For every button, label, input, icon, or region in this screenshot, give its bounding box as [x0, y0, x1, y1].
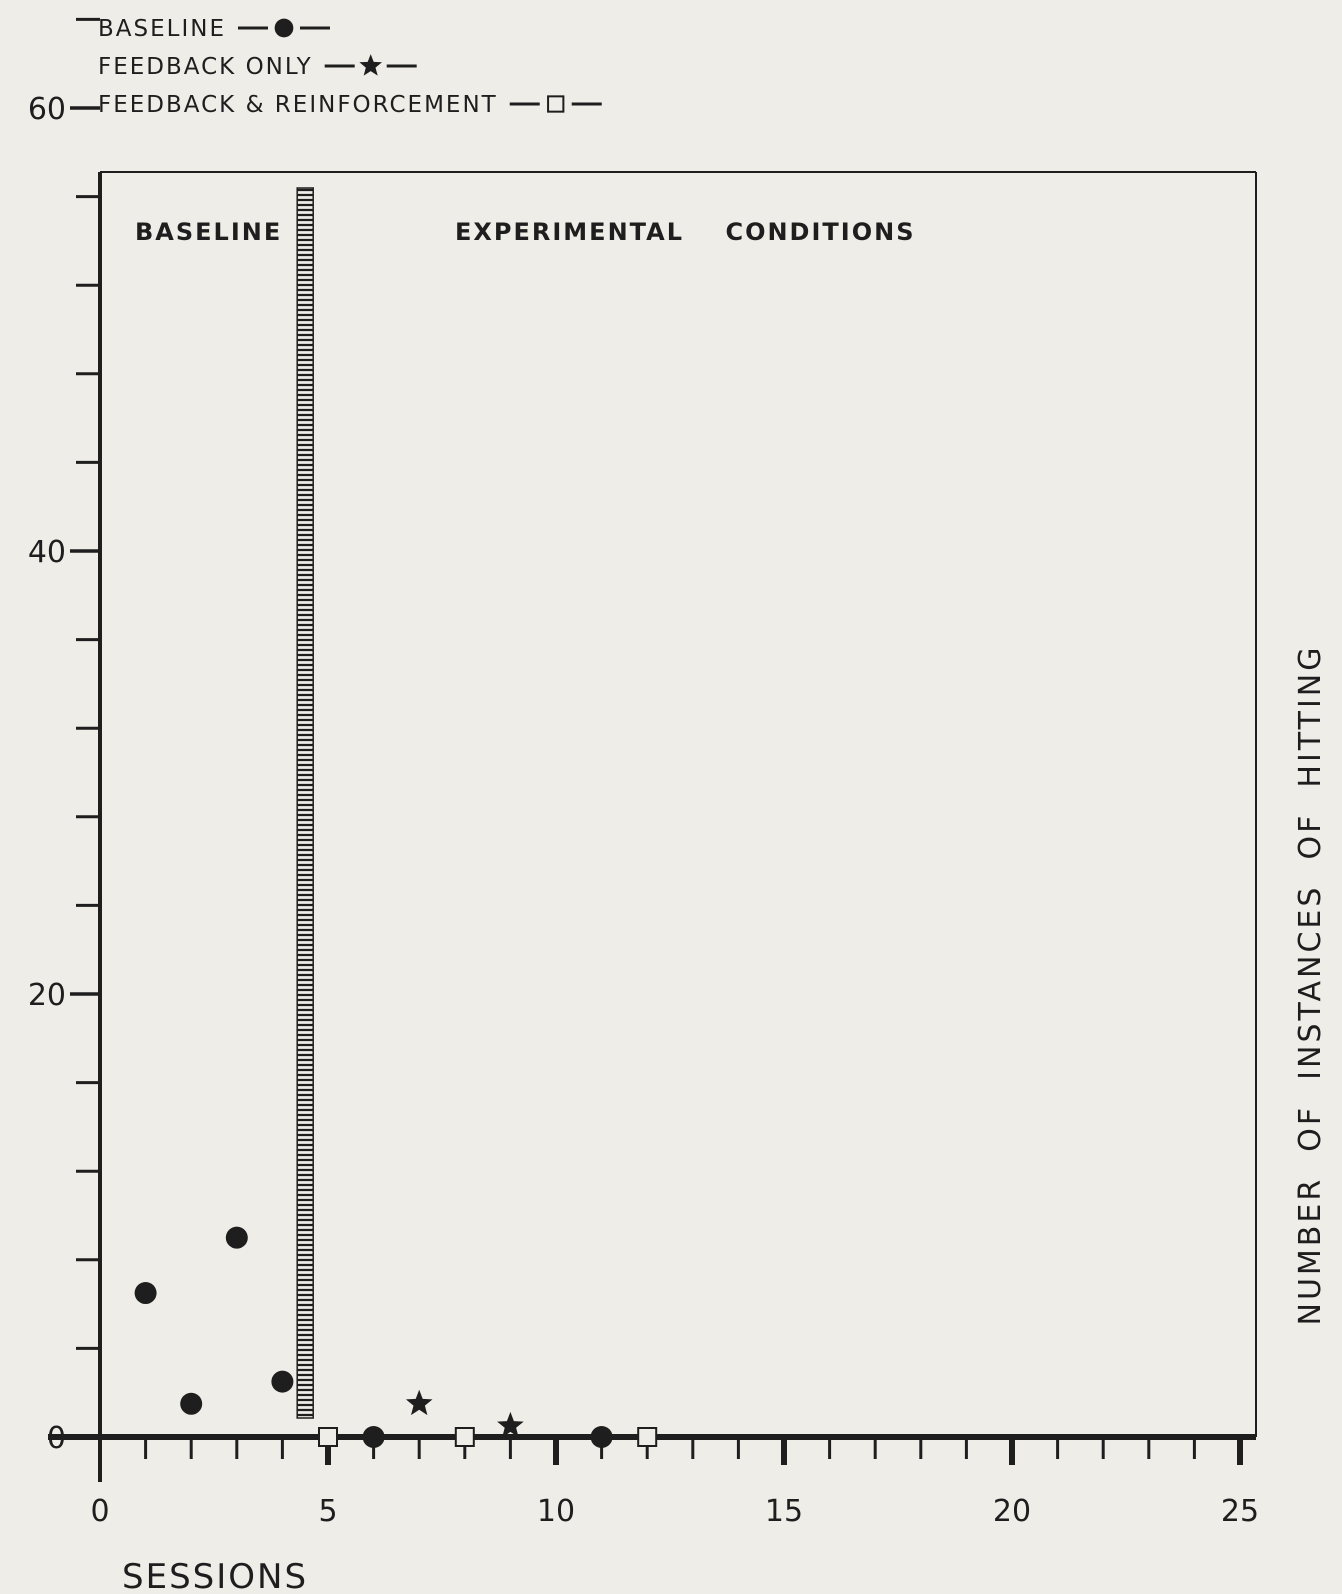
point-star-session-7 — [405, 1389, 433, 1416]
y-tick-label: 40 — [28, 535, 66, 570]
y-tick-label: 20 — [28, 978, 66, 1013]
legend: BASELINE FEEDBACK ONLY FEEDBACK & REINFORC… — [98, 16, 602, 118]
point-circle-session-2 — [180, 1392, 203, 1415]
x-tick-label: 10 — [537, 1494, 575, 1529]
phase-label-baseline: BASELINE — [135, 218, 282, 246]
phase-change-line — [296, 187, 314, 1419]
y-axis: 020406080100 — [28, 17, 102, 1482]
legend-label-star: FEEDBACK ONLY — [98, 54, 313, 80]
y-tick-label: 60 — [28, 92, 66, 127]
y-axis-title: NUMBER OF INSTANCES OF HITTING — [1293, 645, 1328, 1326]
plot-frame — [100, 171, 1257, 1437]
x-tick-label: 5 — [318, 1494, 337, 1529]
legend-marker-circle — [274, 18, 294, 38]
point-circle-session-4 — [271, 1370, 294, 1393]
phase-line-outline — [296, 187, 314, 1419]
point-square-session-12 — [637, 1427, 658, 1447]
point-square-session-8 — [454, 1427, 475, 1447]
legend-marker-square — [547, 95, 565, 113]
x-tick-label: 0 — [90, 1494, 109, 1529]
legend-marker-star — [359, 54, 382, 76]
point-circle-session-11 — [590, 1426, 613, 1448]
phase-label-experimental: EXPERIMENTAL CONDITIONS — [455, 218, 915, 246]
point-star-session-9 — [497, 1411, 524, 1438]
point-circle-session-3 — [225, 1226, 248, 1249]
x-tick-label: 15 — [765, 1494, 803, 1529]
data-points — [134, 1226, 658, 1448]
x-axis-title: SESSIONS — [122, 1557, 308, 1594]
x-tick-label: 25 — [1221, 1494, 1259, 1529]
point-square-session-5 — [318, 1427, 338, 1447]
point-circle-session-1 — [134, 1282, 157, 1305]
x-tick-label: 20 — [993, 1494, 1031, 1529]
legend-label-circle: BASELINE — [98, 16, 226, 42]
legend-label-square: FEEDBACK & REINFORCEMENT — [98, 92, 498, 118]
point-circle-session-6 — [362, 1426, 385, 1448]
